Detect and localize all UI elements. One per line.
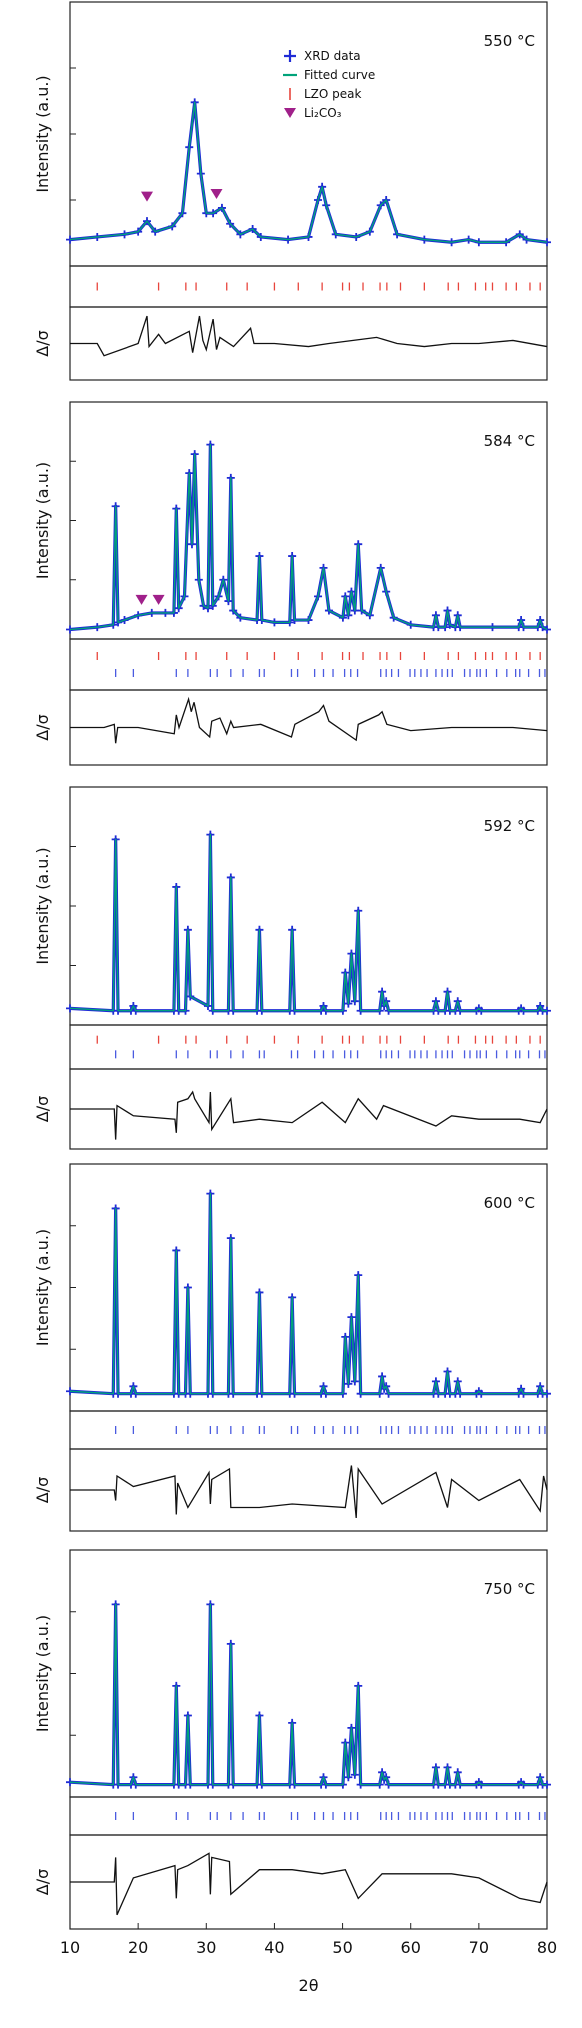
li2co3-marker — [135, 594, 148, 605]
legend-marker — [284, 108, 296, 118]
x-axis-label: 2θ — [299, 1976, 319, 1995]
residual-label: Δ/σ — [33, 330, 52, 356]
fitted-curve — [69, 101, 548, 243]
observed-line — [69, 1602, 547, 1787]
x-tick-label: 40 — [264, 1938, 284, 1957]
temperature-label: 584 °C — [484, 432, 535, 450]
legend-label: LZO peak — [304, 87, 362, 101]
fitted-curve — [69, 1603, 547, 1786]
y-axis-label: Intensity (a.u.) — [33, 75, 52, 192]
fitted-curve — [69, 833, 547, 1012]
reflection-frame — [69, 1796, 548, 1836]
x-tick-label: 50 — [332, 1938, 352, 1957]
residual-label: Δ/σ — [33, 1096, 52, 1122]
fitted-curve — [69, 443, 548, 631]
legend-label: Fitted curve — [304, 68, 375, 82]
temperature-label: 600 °C — [484, 1194, 535, 1212]
li2co3-marker — [152, 594, 165, 605]
residual-line — [70, 696, 548, 744]
y-axis-label: Intensity (a.u.) — [33, 1615, 52, 1732]
temperature-label: 592 °C — [484, 817, 535, 835]
x-tick-label: 60 — [401, 1938, 421, 1957]
plot-frame — [69, 1163, 548, 1412]
residual-line — [70, 1465, 548, 1519]
residual-frame — [69, 1068, 548, 1150]
residual-frame — [69, 1834, 548, 1930]
y-axis-label: Intensity (a.u.) — [33, 462, 52, 579]
residual-line — [70, 315, 548, 357]
li2co3-marker — [141, 191, 154, 202]
li2co3-marker — [210, 189, 223, 199]
x-tick-label: 10 — [60, 1938, 80, 1957]
plot-frame — [69, 786, 548, 1026]
temperature-label: 750 °C — [484, 1580, 535, 1598]
x-tick-label: 20 — [128, 1938, 148, 1957]
reflection-frame — [69, 638, 548, 691]
legend-label: XRD data — [304, 49, 361, 63]
observed-line — [69, 100, 548, 244]
plot-frame — [69, 1549, 548, 1798]
residual-label: Δ/σ — [33, 714, 52, 740]
x-tick-label: 80 — [537, 1938, 557, 1957]
fitted-curve — [69, 1192, 547, 1395]
x-tick-label: 30 — [196, 1938, 216, 1957]
legend-label: Li₂CO₃ — [304, 106, 342, 120]
residual-label: Δ/σ — [33, 1869, 52, 1895]
residual-line — [70, 1852, 548, 1916]
observed-line — [69, 833, 547, 1013]
reflection-frame — [69, 1410, 548, 1450]
observed-line — [69, 1192, 547, 1396]
y-axis-label: Intensity (a.u.) — [33, 847, 52, 964]
x-tick-label: 70 — [469, 1938, 489, 1957]
residual-frame — [69, 1448, 548, 1532]
temperature-label: 550 °C — [484, 32, 535, 50]
residual-label: Δ/σ — [33, 1477, 52, 1503]
residual-line — [70, 1090, 548, 1140]
y-axis-label: Intensity (a.u.) — [33, 1229, 52, 1346]
legend-marker — [284, 50, 296, 62]
reflection-frame — [69, 1024, 548, 1070]
